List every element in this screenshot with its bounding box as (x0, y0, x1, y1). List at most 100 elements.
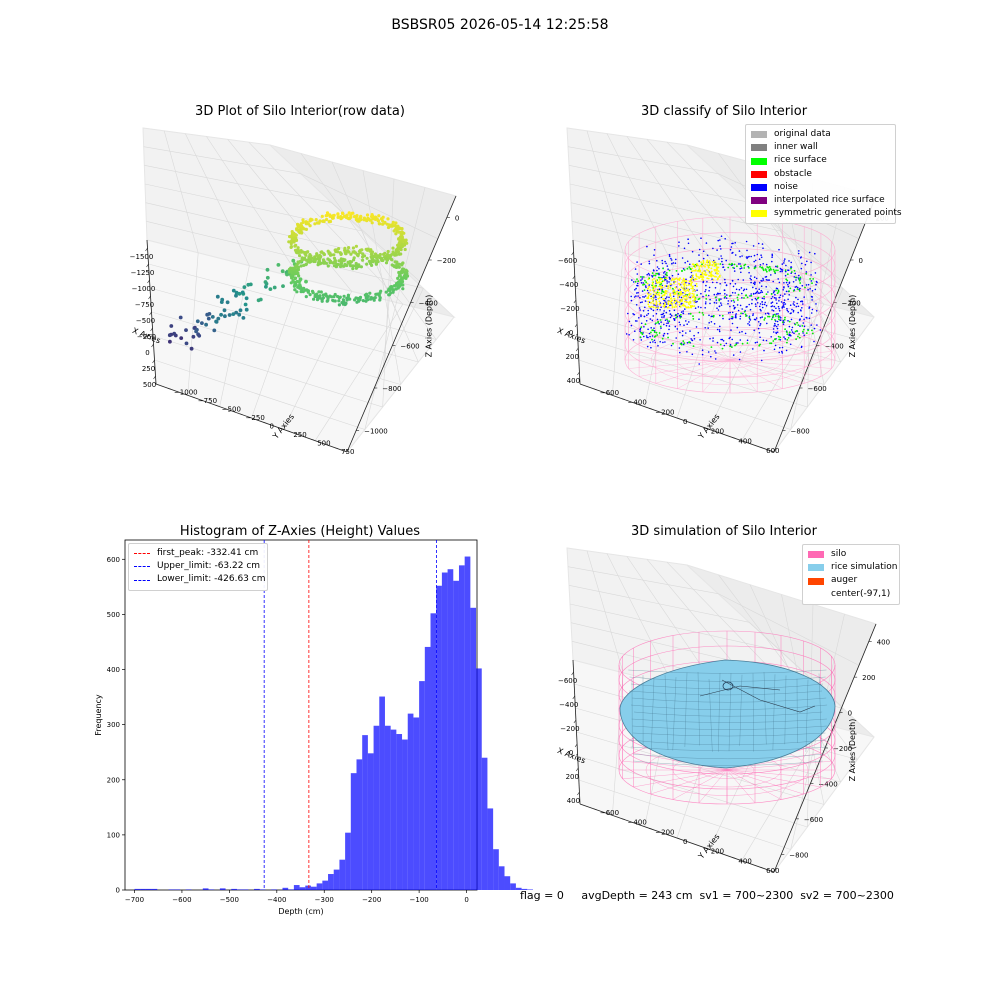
noise-point (646, 314, 648, 317)
raw-data-point (380, 257, 384, 261)
p2-x-axis-line (572, 239, 581, 385)
symmetric-point (693, 289, 696, 292)
noise-point (727, 312, 730, 314)
symmetric-point (687, 288, 690, 291)
legend-item: Upper_limit: -63.22 cm (134, 560, 262, 573)
symmetric-point (685, 284, 688, 287)
histogram-bar (430, 613, 437, 890)
rice-surface-point (779, 336, 782, 339)
raw-data-point (371, 214, 375, 218)
noise-point (718, 329, 721, 331)
raw-data-point (369, 248, 373, 252)
noise-point (810, 324, 812, 326)
noise-point (687, 238, 689, 240)
noise-point (791, 326, 794, 329)
noise-point (702, 281, 704, 284)
rice-surface-point (804, 286, 806, 289)
symmetric-point (696, 263, 698, 265)
histogram-panel: −700 −600 −500 −400 −300 −200 −100 001002003004… (94, 539, 533, 916)
raw-data-point (309, 254, 313, 258)
raw-data-point (365, 213, 370, 217)
noise-point (737, 263, 740, 265)
histogram-bar (219, 888, 226, 890)
raw-data-point (296, 265, 300, 269)
p1-x-tick (148, 295, 151, 300)
rice-surface-point (705, 294, 708, 297)
noise-point (755, 277, 758, 280)
noise-point (671, 274, 674, 277)
p4-y-tick-label: 400 (738, 857, 751, 865)
raw-data-point (401, 276, 405, 280)
raw-data-point (214, 319, 219, 324)
histogram-bar (441, 572, 448, 890)
noise-point (662, 334, 665, 337)
noise-point (705, 242, 708, 244)
rice-surface-point (762, 268, 764, 270)
rice-surface-point (701, 263, 703, 266)
noise-point (716, 341, 719, 344)
noise-point (654, 295, 656, 297)
noise-point (775, 299, 777, 301)
rice-surface-point (746, 296, 749, 299)
raw-data-point (322, 252, 326, 257)
symmetric-point (691, 270, 693, 273)
raw-data-point (347, 250, 351, 254)
noise-point (666, 285, 668, 288)
legend-swatch (751, 197, 767, 205)
noise-point (647, 312, 650, 315)
histogram-bar (271, 889, 277, 890)
symmetric-point (712, 275, 715, 277)
symmetric-point (695, 278, 698, 281)
panel4-title: 3D simulation of Silo Interior (631, 524, 817, 539)
noise-point (731, 311, 734, 314)
noise-point (752, 286, 754, 289)
noise-point (759, 324, 761, 327)
noise-point (792, 281, 795, 283)
symmetric-point (648, 294, 650, 297)
symmetric-point (678, 304, 681, 306)
noise-point (666, 280, 668, 282)
noise-point (675, 337, 677, 339)
noise-point (782, 289, 784, 291)
rice-surface-point (731, 346, 733, 348)
noise-point (798, 250, 800, 252)
noise-point (753, 318, 756, 321)
raw-data-point (337, 303, 341, 307)
symmetric-point (687, 301, 690, 304)
noise-point (634, 268, 637, 270)
surface-mesh-line (763, 672, 767, 745)
histogram-bar (419, 681, 425, 890)
noise-point (766, 322, 768, 325)
noise-point (722, 263, 724, 266)
raw-data-point (317, 221, 321, 225)
raw-data-point (297, 260, 301, 264)
p2-z-tick-label: 0 (859, 257, 863, 265)
p1-z-tick-label: −800 (382, 385, 401, 393)
histogram-bar (345, 832, 351, 890)
noise-point (635, 287, 637, 290)
symmetric-point (702, 259, 705, 262)
raw-data-point (387, 293, 391, 297)
noise-point (786, 307, 788, 310)
noise-point (803, 296, 805, 298)
p4-y-tick-label: 200 (711, 848, 724, 856)
histogram-bar (487, 808, 494, 890)
noise-point (802, 332, 804, 334)
rice-surface-point (777, 335, 780, 338)
noise-point (797, 252, 800, 255)
raw-data-point (178, 315, 183, 320)
histogram-bar (242, 889, 249, 890)
rice-surface-point (756, 297, 759, 300)
raw-data-point (210, 315, 215, 319)
panel2-title: 3D classify of Silo Interior (640, 104, 808, 119)
symmetric-point (660, 281, 663, 284)
rice-surface-point (731, 315, 733, 318)
surface-mesh-line (633, 711, 823, 717)
p1-x-tick-label: −750 (135, 301, 154, 309)
raw-data-point (336, 212, 340, 216)
surface-mesh-line (629, 676, 826, 682)
rice-surface-point (768, 265, 771, 268)
rice-surface-point (679, 314, 682, 316)
raw-data-point (310, 289, 315, 293)
noise-point (705, 284, 707, 287)
